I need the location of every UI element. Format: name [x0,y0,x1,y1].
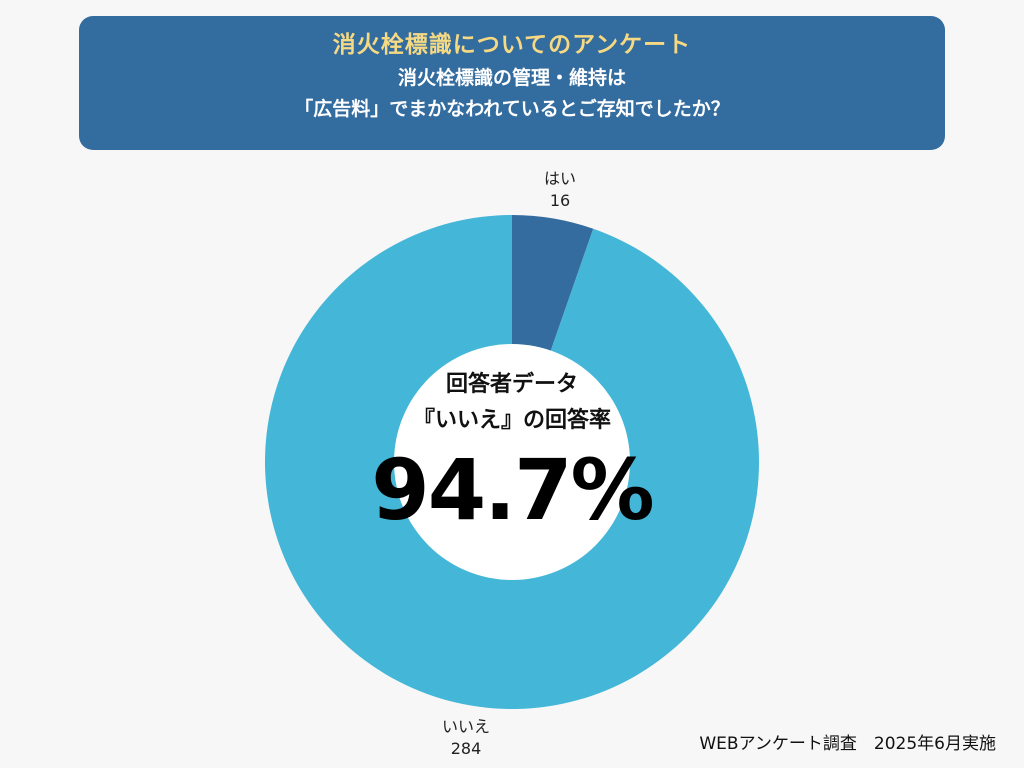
slice-label-no-name: いいえ [441,717,490,736]
slice-label-yes-name: はい [543,169,576,188]
slice-label-yes-value: 16 [549,191,571,210]
chart-title: 消火栓標識についてのアンケート [332,32,692,58]
slice-label-no-value: 284 [450,739,482,758]
question-line-2: 「広告料」でまかなわれているとご存知でしたか？ [294,98,730,120]
question-line-1: 消火栓標識の管理・維持は [397,67,626,89]
slice-label-yes: はい 16 [520,168,600,212]
survey-footnote: WEBアンケート調査 2025年6月実施 [699,734,996,754]
center-percentage: 94.7% [371,441,654,539]
center-label-line-2: 『いいえ』の回答率 [412,408,611,433]
donut-hole [394,344,630,580]
slice-label-no: いいえ 284 [426,716,506,760]
center-label-line-1: 回答者データ [445,372,578,397]
header-banner: 消火栓標識についてのアンケート 消火栓標識の管理・維持は 「広告料」でまかなわれ… [79,16,945,150]
